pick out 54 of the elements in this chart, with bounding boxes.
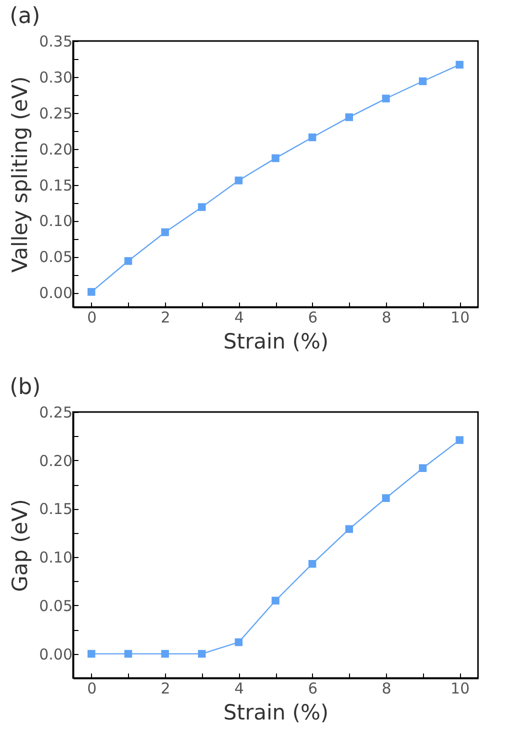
point: [272, 154, 280, 162]
chart-title: (b): [10, 375, 41, 400]
y-tick-label: 0.05: [39, 596, 72, 615]
point: [234, 176, 243, 184]
point: [308, 133, 316, 142]
x-tick-label: 6: [308, 308, 318, 326]
point: [272, 596, 280, 604]
x-tick-label: 2: [160, 680, 170, 698]
point: [345, 525, 354, 533]
x-tick-label: 8: [382, 680, 392, 698]
y-tick-label: 0.10: [39, 212, 72, 230]
point: [456, 60, 464, 69]
point: [198, 203, 206, 211]
point: [456, 436, 464, 444]
x-tick-label: 10: [450, 308, 470, 326]
point: [345, 113, 354, 122]
y-tick-label: 0.15: [39, 500, 72, 518]
x-tick-label: 0: [87, 308, 97, 326]
x-axis-title: Strain (%): [223, 330, 329, 354]
x-tick-label: 0: [87, 680, 97, 698]
y-tick-label: 0.00: [39, 645, 72, 664]
y-tick-label: 0.05: [39, 248, 72, 266]
chart-title: (a): [10, 4, 40, 29]
point: [418, 464, 427, 472]
point: [88, 650, 96, 658]
x-tick-label: 10: [450, 680, 470, 698]
x-tick-label: 8: [382, 308, 392, 326]
point: [161, 650, 169, 658]
point: [382, 494, 390, 502]
y-axis-title: Gap (eV): [8, 499, 32, 592]
y-tick-label: 0.20: [39, 140, 72, 158]
y-tick-label: 0.20: [39, 452, 72, 470]
point: [382, 94, 390, 102]
point: [124, 257, 132, 265]
y-tick-label: 0.30: [39, 68, 72, 86]
point: [418, 77, 427, 86]
x-tick-label: 6: [308, 680, 318, 698]
x-axis-title: Strain (%): [223, 700, 329, 724]
x-tick-label: 2: [160, 308, 170, 326]
point: [308, 560, 316, 568]
point: [88, 288, 96, 296]
point: [161, 228, 169, 236]
point: [234, 638, 243, 646]
point: [198, 650, 206, 658]
x-tick-label: 4: [234, 680, 244, 698]
y-tick-label: 0.35: [39, 32, 72, 50]
y-axis-title: Valley spliting (eV): [8, 76, 32, 273]
x-tick-label: 4: [234, 308, 244, 326]
point: [124, 650, 132, 658]
y-tick-label: 0.25: [39, 104, 72, 122]
y-tick-label: 0.00: [39, 284, 72, 302]
y-tick-label: 0.10: [39, 548, 72, 567]
y-tick-label: 0.15: [39, 176, 72, 194]
y-tick-label: 0.25: [39, 404, 72, 422]
